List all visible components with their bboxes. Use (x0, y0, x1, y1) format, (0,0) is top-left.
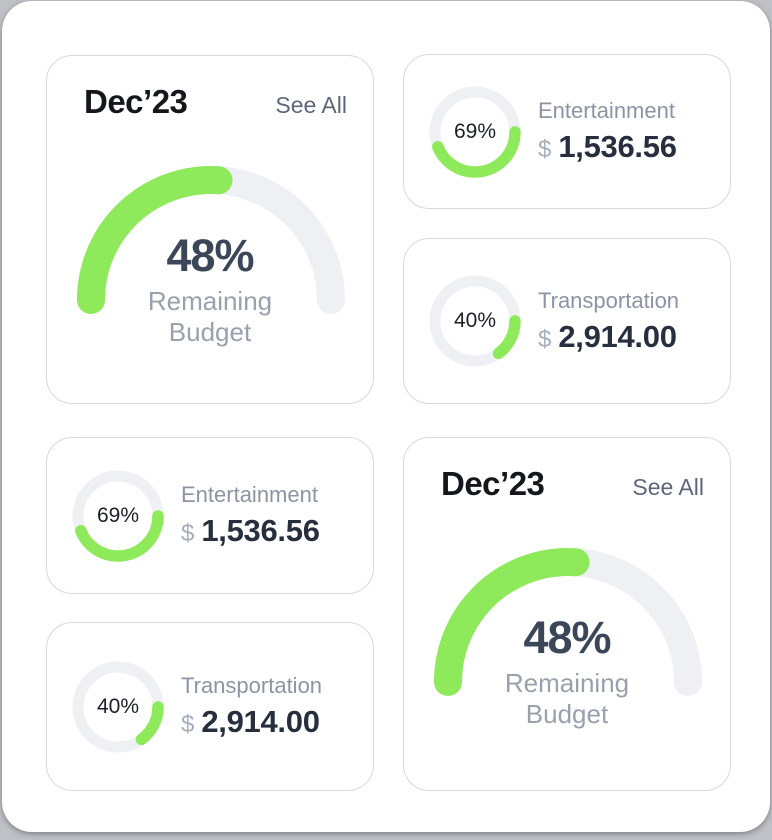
caption-line-2: Budget (525, 699, 609, 729)
card-header: Dec’23 See All (404, 438, 730, 503)
category-text-block: Entertainment $1,536.56 (538, 98, 677, 165)
gauge-center-text: 48% Remaining Budget (47, 230, 373, 348)
category-name: Transportation (538, 287, 680, 313)
amount-value: 1,536.56 (558, 129, 677, 164)
see-all-link[interactable]: See All (275, 92, 347, 118)
card-header: Dec’23 See All (47, 56, 373, 121)
caption-line-1: Remaining (504, 668, 630, 698)
entertainment-card-top[interactable]: 69% Entertainment $1,536.56 (403, 54, 731, 209)
see-all-link[interactable]: See All (632, 474, 704, 500)
category-name: Entertainment (538, 98, 675, 123)
entertainment-card-bottom[interactable]: 69% Entertainment $1,536.56 (46, 437, 374, 594)
donut-chart-wrap: 69% (72, 469, 164, 562)
category-donut-chart (429, 275, 521, 367)
month-title: Dec’23 (84, 83, 188, 120)
currency-symbol: $ (538, 325, 552, 353)
donut-chart-wrap: 40% (429, 275, 521, 367)
category-text-block: Transportation $2,914.00 (181, 673, 322, 740)
amount-value: 2,914.00 (201, 704, 320, 739)
category-name: Transportation (181, 673, 323, 698)
caption-line-1: Remaining (147, 286, 273, 316)
category-amount: $2,914.00 (181, 704, 322, 740)
category-percent-value: 69% (453, 119, 497, 143)
currency-symbol: $ (181, 520, 195, 547)
currency-symbol: $ (538, 136, 552, 163)
category-percent-value: 40% (96, 694, 140, 718)
category-donut-chart (72, 660, 164, 753)
remaining-percent-value: 48% (523, 612, 611, 663)
category-amount: $1,536.56 (181, 513, 320, 549)
remaining-percent-value: 48% (166, 230, 254, 281)
budget-summary-card-bottom: Dec’23 See All 48% Remaining Budget (403, 437, 731, 791)
amount-value: 2,914.00 (558, 318, 677, 354)
gauge-center-text: 48% Remaining Budget (404, 612, 730, 730)
category-name: Entertainment (181, 482, 318, 507)
donut-value-ring (429, 275, 521, 367)
transportation-card-top[interactable]: 40% Transportation $2,914.00 (403, 238, 731, 404)
budget-gauge-chart (77, 166, 345, 314)
category-amount: $1,536.56 (538, 129, 677, 165)
gauge-value-arc (434, 548, 702, 696)
donut-chart-wrap: 69% (429, 85, 521, 178)
budget-summary-card-top: Dec’23 See All 48% Remaining Budget (46, 55, 374, 404)
donut-value-ring (72, 660, 164, 753)
gauge-value-arc (77, 166, 345, 314)
amount-value: 1,536.56 (201, 513, 320, 548)
category-donut-chart (429, 85, 521, 178)
donut-chart-wrap: 40% (72, 660, 164, 753)
currency-symbol: $ (181, 711, 195, 738)
category-percent-value: 69% (96, 503, 140, 527)
budget-gauge-chart (434, 548, 702, 696)
category-text-block: Transportation $2,914.00 (538, 288, 679, 355)
category-donut-chart (72, 469, 164, 562)
caption-line-2: Budget (168, 317, 252, 347)
gauge-caption: Remaining Budget (47, 286, 373, 348)
category-amount: $2,914.00 (538, 319, 679, 355)
month-title: Dec’23 (441, 465, 545, 502)
category-percent-value: 40% (453, 309, 497, 332)
gauge-caption: Remaining Budget (404, 668, 730, 730)
transportation-card-bottom[interactable]: 40% Transportation $2,914.00 (46, 622, 374, 791)
category-text-block: Entertainment $1,536.56 (181, 482, 320, 549)
donut-value-ring (429, 85, 521, 178)
donut-value-ring (72, 469, 164, 562)
